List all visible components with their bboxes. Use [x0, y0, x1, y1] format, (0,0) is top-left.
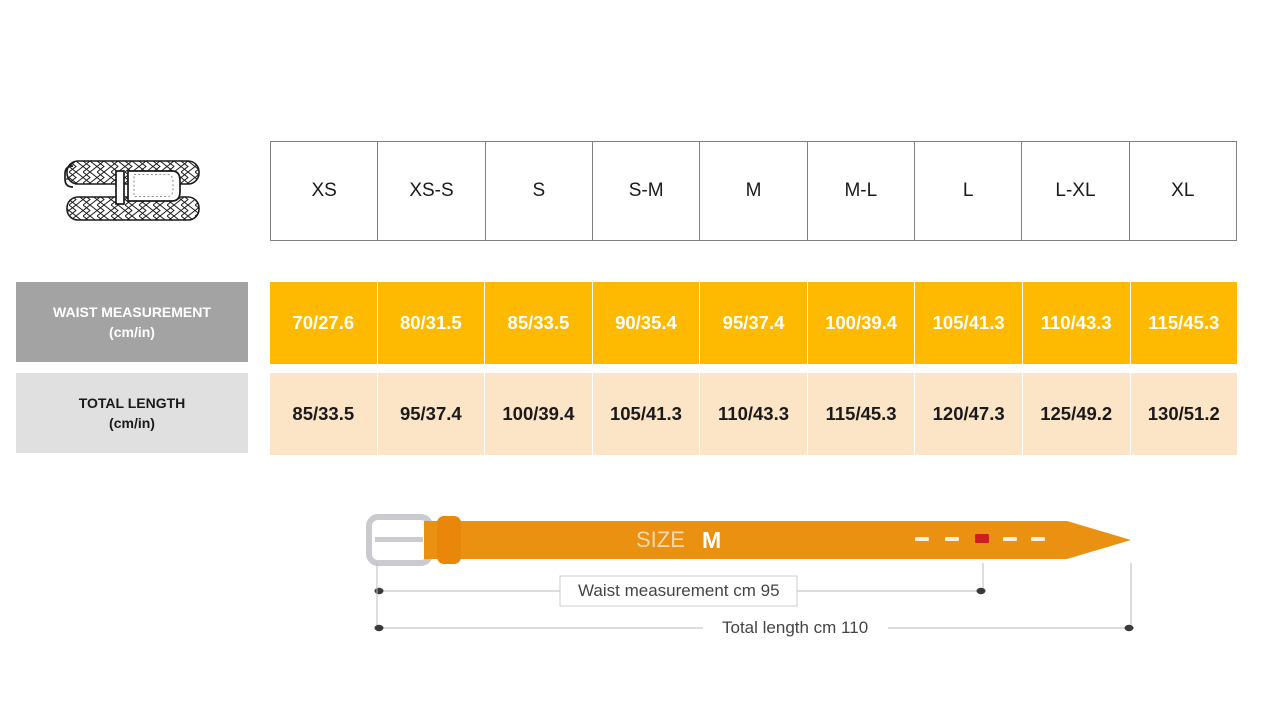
- svg-text:SIZE: SIZE: [636, 527, 685, 552]
- svg-text:Total length cm 110: Total length cm 110: [722, 618, 868, 637]
- svg-text:M: M: [702, 527, 721, 553]
- svg-text:Waist measurement cm 95: Waist measurement cm 95: [578, 581, 780, 600]
